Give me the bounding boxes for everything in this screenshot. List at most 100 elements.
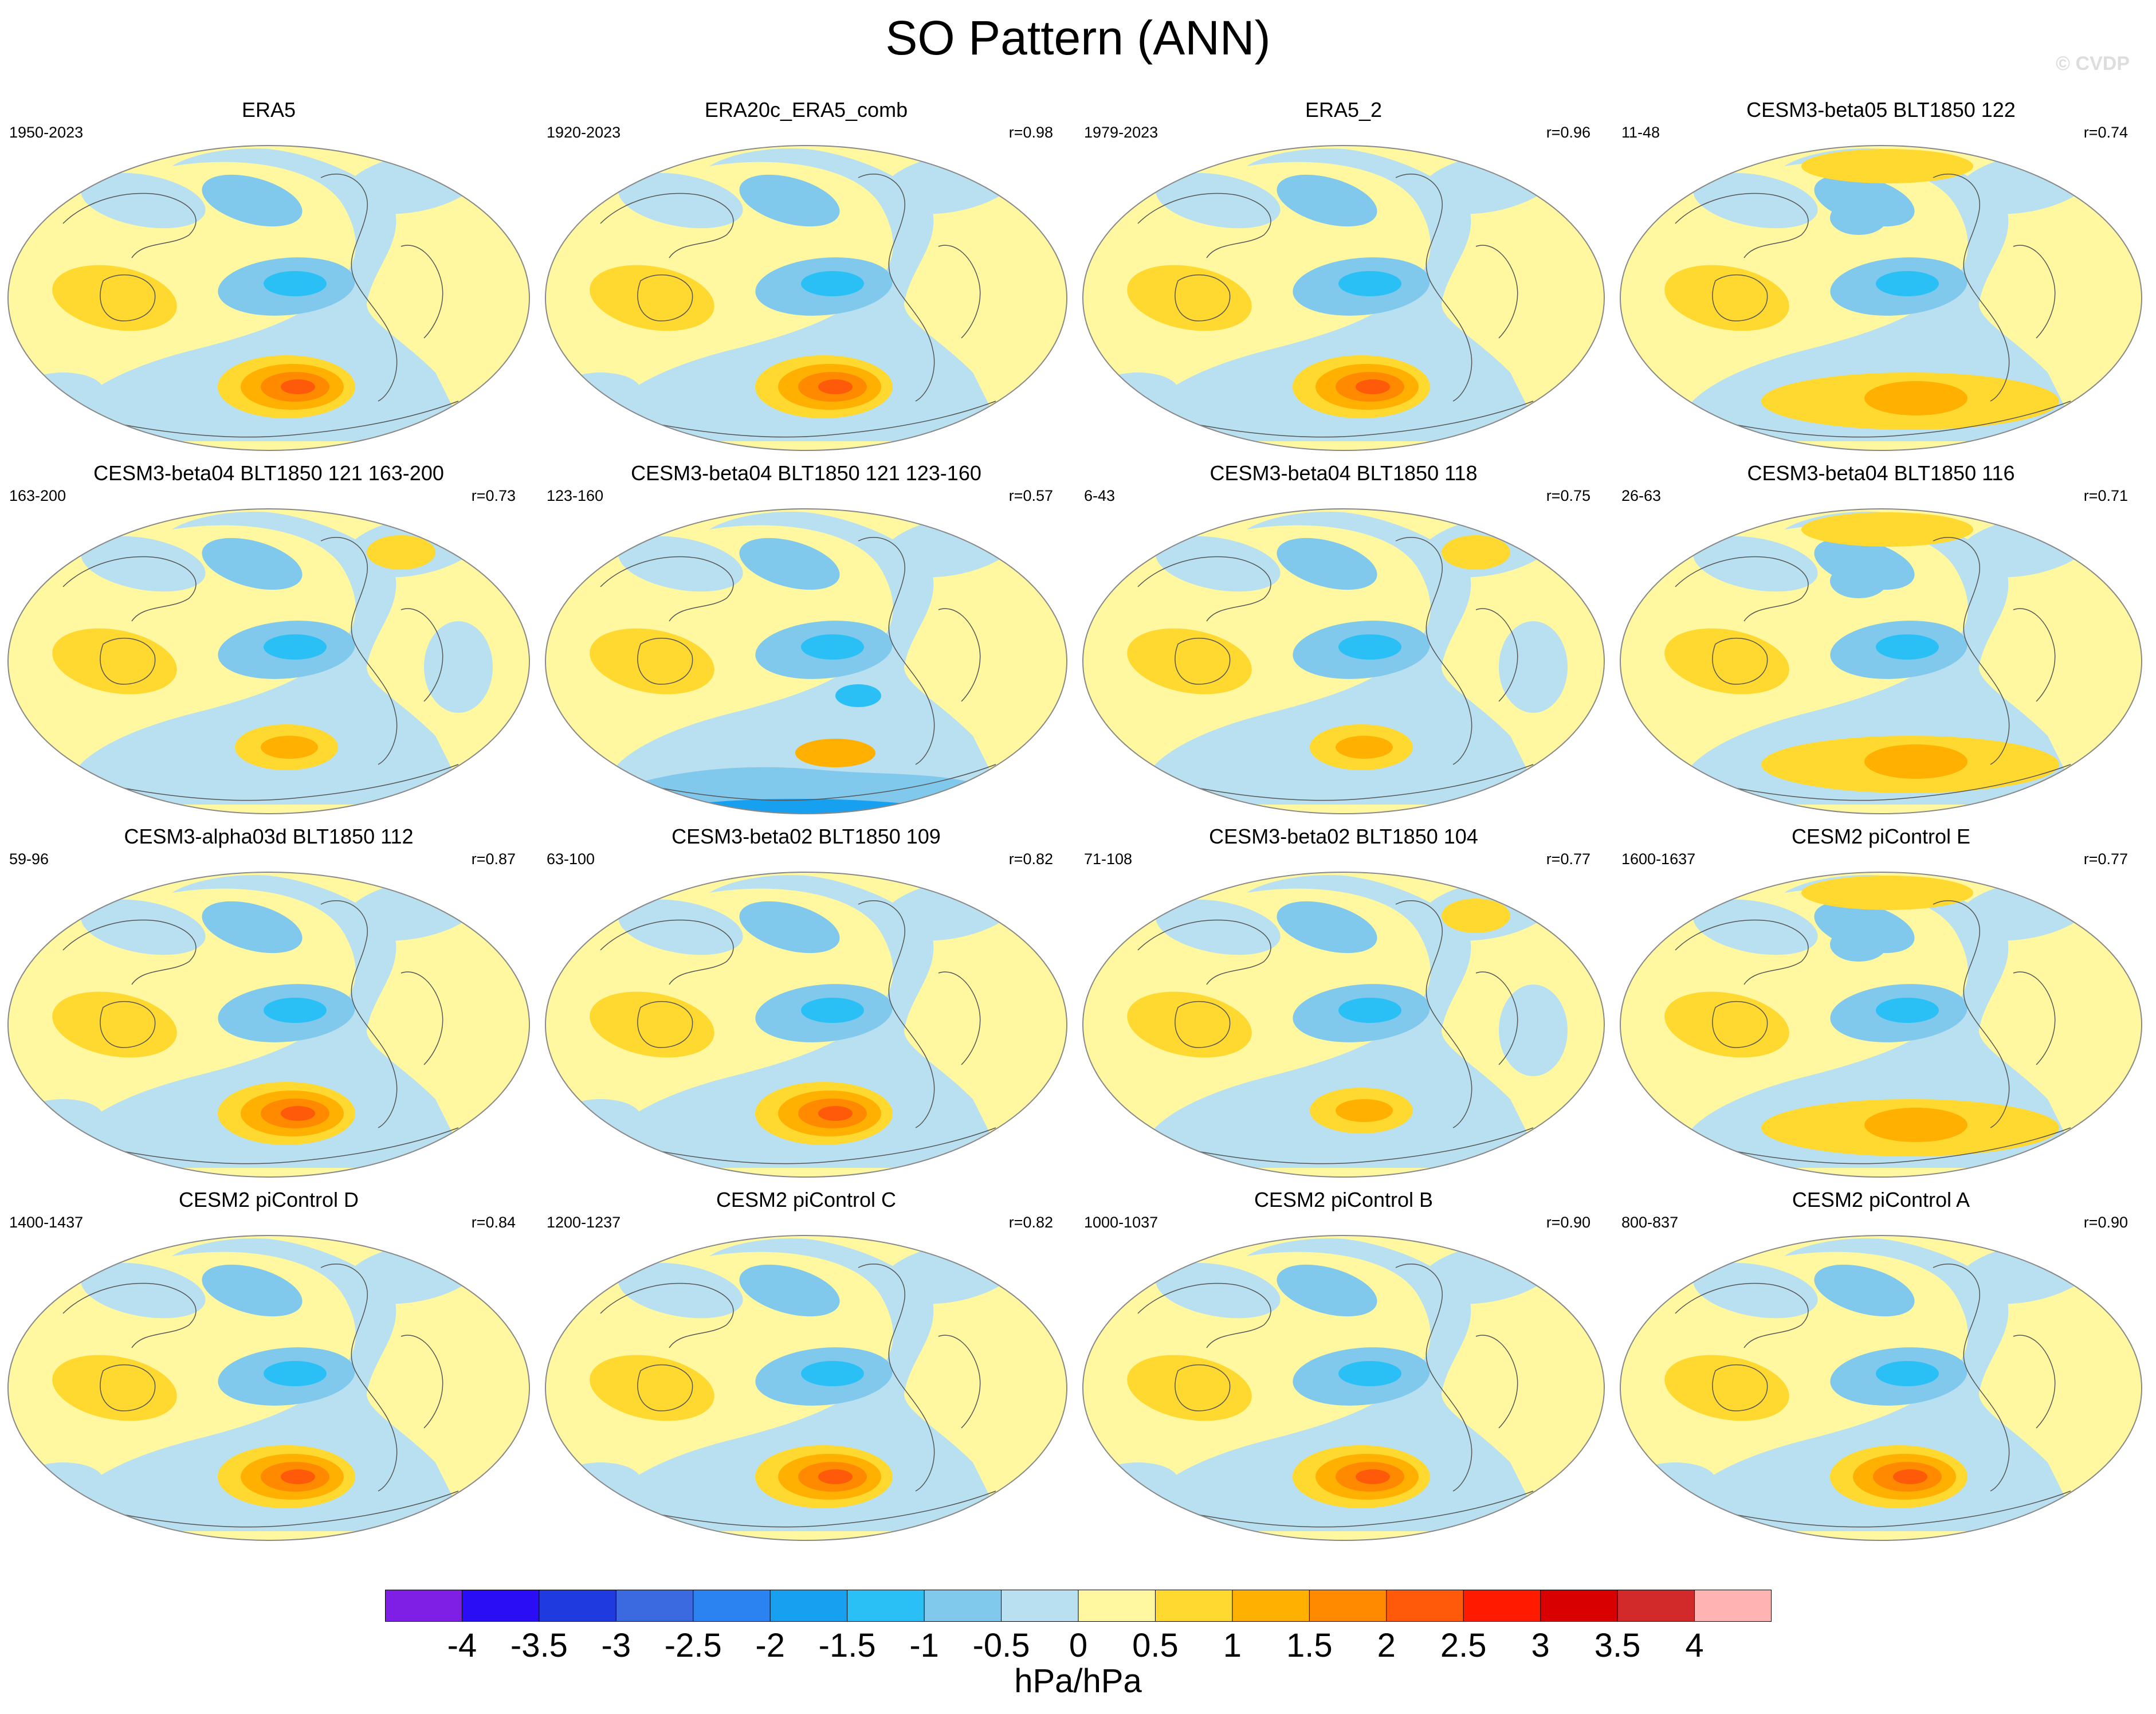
colorbar-tick-label: 3 xyxy=(1531,1626,1550,1665)
map-field xyxy=(0,858,537,1191)
map-plot xyxy=(1612,495,2150,827)
colorbar-tick-label: 2 xyxy=(1377,1626,1396,1665)
colorbar-swatch xyxy=(1541,1590,1618,1622)
map-field xyxy=(0,1222,537,1554)
map-plot xyxy=(1612,858,2150,1191)
map-panel: CESM2 piControl E 1600-1637 r=0.77 xyxy=(1612,824,2150,1191)
map-field xyxy=(0,495,537,827)
map-plot xyxy=(537,1222,1075,1554)
map-panel: CESM2 piControl B 1000-1037 r=0.90 xyxy=(1075,1187,1612,1554)
colorbar-labels: -4 -3.5 -3 -2.5 -2 -1.5 -1 -0.5 0 0.5 1 1.5 2 2.5 3 3.5… xyxy=(385,1626,1772,1666)
map-panel: CESM2 piControl D 1400-1437 r=0.84 xyxy=(0,1187,537,1554)
colorbar-tick-label: 1.5 xyxy=(1286,1626,1333,1665)
map-field xyxy=(537,858,1075,1191)
panel-title: CESM2 piControl D xyxy=(0,1187,537,1213)
colorbar-swatch xyxy=(1078,1590,1156,1622)
colorbar-tick-label: 0 xyxy=(1069,1626,1087,1665)
colorbar-units: hPa/hPa xyxy=(0,1662,2156,1700)
map-panel: CESM2 piControl C 1200-1237 r=0.82 xyxy=(537,1187,1075,1554)
map-plot xyxy=(537,132,1075,464)
map-field xyxy=(1075,858,1612,1191)
panel-title: CESM3-beta02 BLT1850 109 xyxy=(537,824,1075,849)
panel-title: CESM3-beta05 BLT1850 122 xyxy=(1612,97,2150,123)
map-field xyxy=(1612,495,2150,827)
map-plot xyxy=(0,132,537,464)
colorbar-tick-label: 4 xyxy=(1685,1626,1703,1665)
panel-title: CESM3-beta04 BLT1850 121 123-160 xyxy=(537,461,1075,486)
colorbar-swatch xyxy=(1309,1590,1387,1622)
colorbar-swatch xyxy=(385,1590,462,1622)
colorbar-swatch xyxy=(770,1590,847,1622)
colorbar-swatch xyxy=(462,1590,539,1622)
map-panel: CESM3-beta05 BLT1850 122 11-48 r=0.74 xyxy=(1612,97,2150,464)
map-plot xyxy=(1075,1222,1612,1554)
panel-title: CESM2 piControl A xyxy=(1612,1187,2150,1213)
watermark: © CVDP xyxy=(2056,53,2130,75)
map-panel: CESM3-alpha03d BLT1850 112 59-96 r=0.87 xyxy=(0,824,537,1191)
map-panel: CESM2 piControl A 800-837 r=0.90 xyxy=(1612,1187,2150,1554)
colorbar-tick-label: -1 xyxy=(909,1626,939,1665)
colorbar-tick-label: -1.5 xyxy=(819,1626,876,1665)
map-plot xyxy=(0,495,537,827)
panel-title: CESM3-beta04 BLT1850 116 xyxy=(1612,461,2150,486)
colorbar-swatch xyxy=(616,1590,693,1622)
colorbar-tick-label: 1 xyxy=(1223,1626,1242,1665)
colorbar-swatch xyxy=(1695,1590,1772,1622)
panel-title: ERA5_2 xyxy=(1075,97,1612,123)
colorbar xyxy=(385,1590,1772,1622)
map-plot xyxy=(537,858,1075,1191)
map-panel: ERA20c_ERA5_comb 1920-2023 r=0.98 xyxy=(537,97,1075,464)
colorbar-tick-label: -2.5 xyxy=(665,1626,722,1665)
colorbar-swatch xyxy=(1617,1590,1695,1622)
colorbar-swatch xyxy=(1463,1590,1541,1622)
map-field xyxy=(537,132,1075,464)
figure-title: SO Pattern (ANN) xyxy=(0,9,2156,66)
map-plot xyxy=(1612,132,2150,464)
map-field xyxy=(537,1222,1075,1554)
map-field xyxy=(1075,1222,1612,1554)
panel-title: ERA20c_ERA5_comb xyxy=(537,97,1075,123)
colorbar-tick-label: -0.5 xyxy=(973,1626,1030,1665)
map-field xyxy=(1612,858,2150,1191)
map-panel: ERA5_2 1979-2023 r=0.96 xyxy=(1075,97,1612,464)
colorbar-tick-label: 2.5 xyxy=(1440,1626,1487,1665)
map-panel: CESM3-beta04 BLT1850 118 6-43 r=0.75 xyxy=(1075,461,1612,827)
colorbar-tick-label: -4 xyxy=(447,1626,477,1665)
colorbar-swatch xyxy=(539,1590,616,1622)
colorbar-swatch xyxy=(693,1590,771,1622)
panel-title: CESM2 piControl E xyxy=(1612,824,2150,849)
map-plot xyxy=(1075,495,1612,827)
map-plot xyxy=(1075,858,1612,1191)
colorbar-swatch xyxy=(1387,1590,1464,1622)
map-panel: CESM3-beta02 BLT1850 109 63-100 r=0.82 xyxy=(537,824,1075,1191)
map-field xyxy=(1075,132,1612,464)
map-field xyxy=(537,495,1075,827)
map-plot xyxy=(537,495,1075,827)
colorbar-tick-label: -2 xyxy=(755,1626,785,1665)
map-field xyxy=(0,132,537,464)
colorbar-swatch xyxy=(1155,1590,1232,1622)
panel-title: CESM2 piControl C xyxy=(537,1187,1075,1213)
map-plot xyxy=(0,1222,537,1554)
panel-title: CESM3-beta04 BLT1850 121 163-200 xyxy=(0,461,537,486)
colorbar-tick-label: -3 xyxy=(602,1626,631,1665)
panel-title: ERA5 xyxy=(0,97,537,123)
colorbar-swatch xyxy=(924,1590,1002,1622)
map-panel: CESM3-beta02 BLT1850 104 71-108 r=0.77 xyxy=(1075,824,1612,1191)
panel-title: CESM2 piControl B xyxy=(1075,1187,1612,1213)
map-panel: CESM3-beta04 BLT1850 121 163-200 163-200 r… xyxy=(0,461,537,827)
map-field xyxy=(1075,495,1612,827)
colorbar-tick-label: 0.5 xyxy=(1132,1626,1179,1665)
map-field xyxy=(1612,132,2150,464)
map-plot xyxy=(1075,132,1612,464)
map-field xyxy=(1612,1222,2150,1554)
map-plot xyxy=(0,858,537,1191)
colorbar-swatch xyxy=(1232,1590,1310,1622)
panel-title: CESM3-beta04 BLT1850 118 xyxy=(1075,461,1612,486)
map-panel: CESM3-beta04 BLT1850 116 26-63 r=0.71 xyxy=(1612,461,2150,827)
colorbar-tick-label: 3.5 xyxy=(1595,1626,1641,1665)
colorbar-swatch xyxy=(847,1590,925,1622)
map-panel: ERA5 1950-2023 xyxy=(0,97,537,464)
colorbar-swatch xyxy=(1002,1590,1079,1622)
panel-title: CESM3-beta02 BLT1850 104 xyxy=(1075,824,1612,849)
